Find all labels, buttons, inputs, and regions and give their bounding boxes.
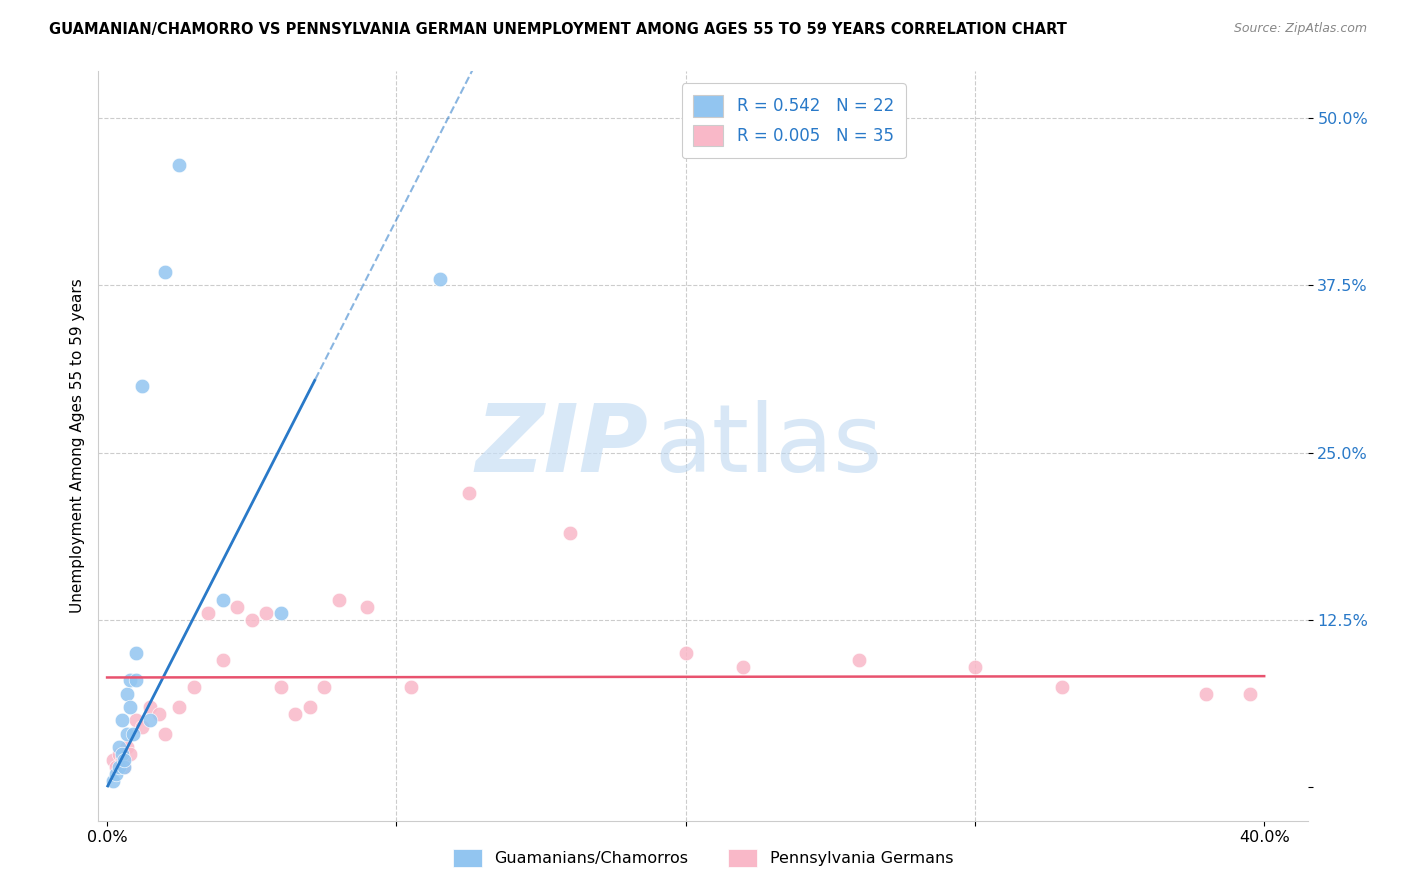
Point — [270, 607, 292, 621]
Point — [183, 680, 205, 694]
Text: atlas: atlas — [655, 400, 883, 492]
Point — [848, 653, 870, 667]
Point — [114, 760, 136, 774]
Point — [117, 740, 139, 755]
Point — [153, 726, 176, 740]
Point — [104, 760, 127, 774]
Point — [1050, 680, 1073, 694]
Point — [107, 740, 129, 755]
Point — [125, 714, 148, 728]
Point — [284, 706, 307, 721]
Legend: Guamanians/Chamorros, Pennsylvania Germans: Guamanians/Chamorros, Pennsylvania Germa… — [444, 840, 962, 875]
Point — [356, 599, 378, 614]
Point — [226, 599, 249, 614]
Point — [120, 747, 142, 761]
Point — [125, 673, 148, 688]
Point — [429, 272, 451, 286]
Point — [107, 760, 129, 774]
Point — [558, 526, 581, 541]
Point — [254, 607, 277, 621]
Point — [110, 714, 132, 728]
Point — [270, 680, 292, 694]
Point — [139, 699, 162, 714]
Point — [122, 726, 145, 740]
Text: ZIP: ZIP — [475, 400, 648, 492]
Point — [169, 158, 191, 172]
Point — [1195, 687, 1218, 701]
Point — [298, 699, 321, 714]
Text: GUAMANIAN/CHAMORRO VS PENNSYLVANIA GERMAN UNEMPLOYMENT AMONG AGES 55 TO 59 YEARS: GUAMANIAN/CHAMORRO VS PENNSYLVANIA GERMA… — [49, 22, 1067, 37]
Point — [399, 680, 422, 694]
Point — [457, 485, 479, 500]
Point — [110, 747, 132, 761]
Point — [131, 720, 153, 734]
Y-axis label: Unemployment Among Ages 55 to 59 years: Unemployment Among Ages 55 to 59 years — [69, 278, 84, 614]
Point — [107, 747, 129, 761]
Point — [104, 767, 127, 781]
Point — [312, 680, 335, 694]
Point — [117, 687, 139, 701]
Text: Source: ZipAtlas.com: Source: ZipAtlas.com — [1233, 22, 1367, 36]
Point — [120, 699, 142, 714]
Point — [125, 646, 148, 660]
Point — [110, 753, 132, 767]
Point — [733, 660, 755, 674]
Legend: R = 0.542   N = 22, R = 0.005   N = 35: R = 0.542 N = 22, R = 0.005 N = 35 — [682, 84, 905, 158]
Point — [153, 265, 176, 279]
Point — [101, 773, 124, 788]
Point — [139, 714, 162, 728]
Point — [114, 760, 136, 774]
Point — [963, 660, 986, 674]
Point — [101, 753, 124, 767]
Point — [211, 592, 233, 607]
Point — [328, 592, 350, 607]
Point — [117, 726, 139, 740]
Point — [120, 673, 142, 688]
Point — [211, 653, 233, 667]
Point — [169, 699, 191, 714]
Point — [148, 706, 170, 721]
Point — [131, 379, 153, 393]
Point — [675, 646, 697, 660]
Point — [240, 613, 263, 627]
Point — [114, 753, 136, 767]
Point — [1239, 687, 1261, 701]
Point — [197, 607, 219, 621]
